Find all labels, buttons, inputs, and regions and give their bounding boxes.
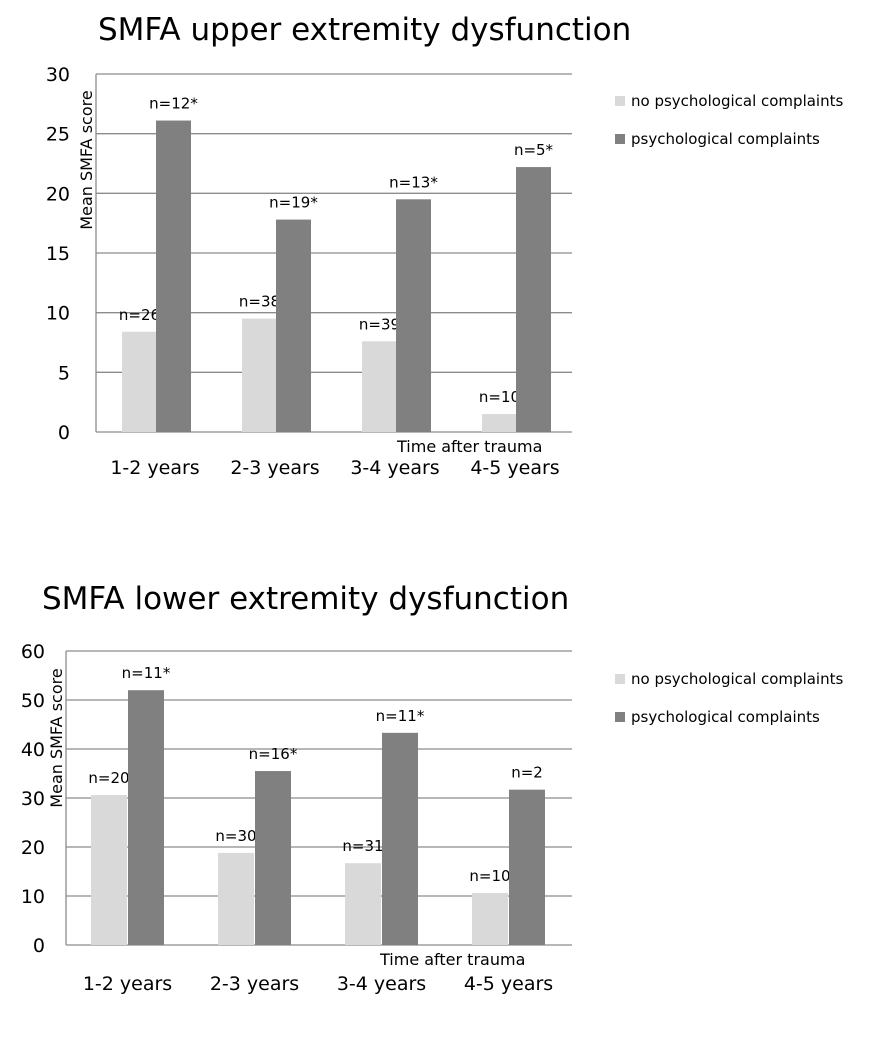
lower-bar-complaints <box>128 690 164 945</box>
upper-chart-title: SMFA upper extremity dysfunction <box>98 12 631 48</box>
upper-bar-complaints <box>276 219 311 432</box>
upper-y-tick-label: 0 <box>58 422 70 444</box>
upper-data-label: n=5* <box>514 141 554 159</box>
lower-bar-complaints <box>509 789 545 945</box>
upper-y-tick-label: 25 <box>46 124 70 146</box>
upper-data-label: n=38 <box>239 293 280 311</box>
lower-data-label: n=10 <box>469 867 510 885</box>
upper-data-label: n=39 <box>359 315 400 333</box>
lower-data-label: n=11* <box>122 664 171 682</box>
lower-x-axis-label: Time after trauma <box>379 950 525 969</box>
lower-legend-label: psychological complaints <box>631 708 820 726</box>
lower-y-tick-label: 20 <box>21 837 45 859</box>
upper-legend-label: no psychological complaints <box>631 92 843 110</box>
lower-y-tick-label: 50 <box>21 690 45 712</box>
upper-data-label: n=19* <box>269 194 318 212</box>
lower-y-tick-label: 10 <box>21 886 45 908</box>
lower-data-label: n=20 <box>88 769 129 787</box>
lower-chart: SMFA lower extremity dysfunction 0 10 20 30 4… <box>21 581 844 995</box>
lower-data-label: n=11* <box>376 707 425 725</box>
lower-y-axis-label: Mean SMFA score <box>47 668 66 807</box>
lower-data-label: n=30 <box>215 827 256 845</box>
upper-category-label: 4-5 years <box>470 457 559 479</box>
upper-bar-no-complaints <box>242 318 277 432</box>
upper-category-label: 2-3 years <box>230 457 319 479</box>
upper-y-tick-label: 30 <box>46 64 70 86</box>
upper-bar-complaints <box>156 120 191 432</box>
upper-data-label: n=12* <box>149 95 198 113</box>
lower-legend-label: no psychological complaints <box>631 670 843 688</box>
lower-category-label: 2-3 years <box>210 973 299 995</box>
upper-x-axis-label: Time after trauma <box>396 437 542 456</box>
lower-y-tick-label: 60 <box>21 641 45 663</box>
upper-legend-swatch <box>615 96 625 106</box>
lower-bar-no-complaints <box>345 863 381 945</box>
upper-bar-complaints <box>396 199 431 432</box>
upper-data-label: n=10 <box>479 388 520 406</box>
lower-category-label: 4-5 years <box>464 973 553 995</box>
upper-data-label: n=13* <box>389 173 438 191</box>
upper-chart: SMFA upper extremity dysfunction 0 5 10 15 20… <box>46 12 844 479</box>
lower-bar-no-complaints <box>218 852 254 945</box>
upper-y-axis-label: Mean SMFA score <box>77 90 96 229</box>
upper-y-tick-label: 15 <box>46 243 70 265</box>
lower-category-label: 3-4 years <box>337 973 426 995</box>
lower-data-label: n=16* <box>249 745 298 763</box>
upper-legend-label: psychological complaints <box>631 130 820 148</box>
upper-category-label: 3-4 years <box>350 457 439 479</box>
lower-legend-swatch <box>615 712 625 722</box>
upper-bar-no-complaints <box>362 341 397 432</box>
upper-y-tick-label: 5 <box>58 362 70 384</box>
upper-y-tick-label: 20 <box>46 183 70 205</box>
lower-y-tick-label: 0 <box>33 935 45 957</box>
lower-bar-no-complaints <box>472 893 508 945</box>
upper-bar-no-complaints <box>482 414 517 432</box>
upper-y-tick-label: 10 <box>46 303 70 325</box>
upper-bar-no-complaints <box>122 331 157 432</box>
upper-legend-swatch <box>615 134 625 144</box>
upper-data-label: n=26 <box>119 306 160 324</box>
lower-bar-complaints <box>382 732 418 945</box>
lower-y-tick-label: 30 <box>21 788 45 810</box>
upper-category-label: 1-2 years <box>110 457 199 479</box>
lower-data-label: n=31 <box>342 837 383 855</box>
upper-bar-complaints <box>516 167 551 432</box>
lower-category-label: 1-2 years <box>83 973 172 995</box>
lower-bar-no-complaints <box>91 795 127 945</box>
lower-y-tick-label: 40 <box>21 739 45 761</box>
lower-bar-complaints <box>255 771 291 945</box>
lower-chart-title: SMFA lower extremity dysfunction <box>42 581 569 617</box>
lower-legend-swatch <box>615 674 625 684</box>
lower-data-label: n=2 <box>511 764 543 782</box>
